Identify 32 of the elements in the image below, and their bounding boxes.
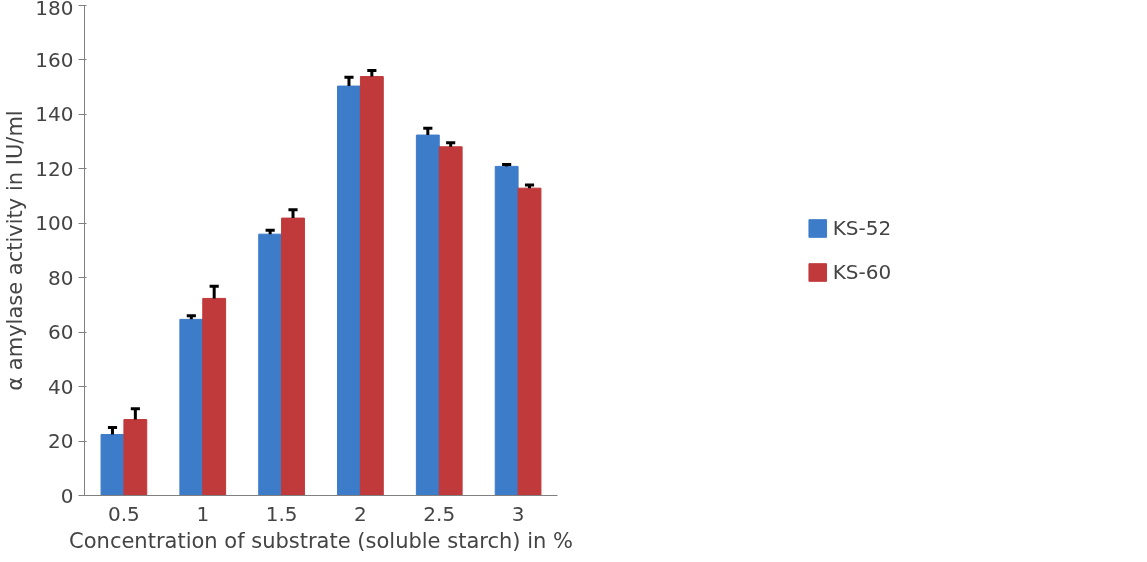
y-tick-label: 180 bbox=[35, 0, 74, 20]
y-tick-label: 40 bbox=[48, 374, 74, 399]
y-tick-label: 140 bbox=[35, 102, 74, 127]
bar bbox=[337, 85, 361, 496]
bar bbox=[517, 187, 542, 496]
y-tick-label: 100 bbox=[35, 211, 74, 236]
x-tick-label: 0.5 bbox=[108, 501, 140, 526]
x-tick-label: 3 bbox=[511, 501, 525, 526]
bar bbox=[359, 76, 384, 496]
y-tick-label: 120 bbox=[35, 156, 74, 181]
x-tick-label: 1.5 bbox=[265, 501, 298, 526]
x-axis-title: Concentration of substrate (soluble starch) in % bbox=[69, 528, 573, 553]
legend-label: KS-52 bbox=[832, 216, 892, 240]
bar bbox=[258, 233, 283, 496]
y-tick-label: 20 bbox=[48, 429, 74, 454]
bar bbox=[281, 217, 305, 496]
bar bbox=[179, 318, 204, 496]
y-tick-label: 80 bbox=[48, 265, 74, 290]
y-tick-label: 160 bbox=[35, 47, 74, 72]
legend-label: KS-60 bbox=[832, 260, 892, 284]
y-tick-label: 60 bbox=[48, 320, 74, 345]
x-tick-label: 1 bbox=[196, 501, 210, 526]
y-axis-title: α amylase activity in IU/ml bbox=[3, 110, 28, 391]
x-tick-label: 2 bbox=[354, 501, 367, 526]
bar bbox=[494, 165, 519, 496]
x-tick-label: 2.5 bbox=[423, 501, 456, 526]
y-tick-label: 0 bbox=[60, 483, 74, 508]
bar bbox=[202, 297, 227, 496]
bar bbox=[438, 146, 463, 496]
bar bbox=[100, 434, 125, 496]
bar bbox=[415, 134, 440, 496]
bar bbox=[123, 419, 148, 496]
